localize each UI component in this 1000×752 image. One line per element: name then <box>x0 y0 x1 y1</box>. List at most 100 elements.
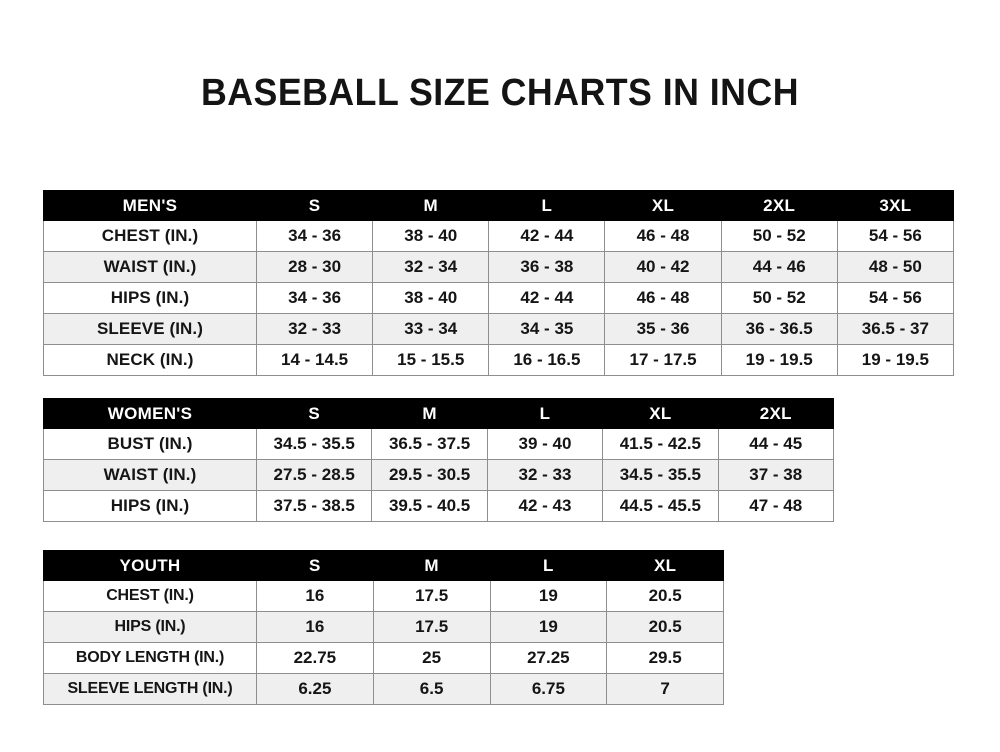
measurement-value: 37.5 - 38.5 <box>255 490 373 522</box>
measurement-value: 36.5 - 37.5 <box>371 428 488 460</box>
youth-size-table: YOUTH S M L XL CHEST (IN.) 16 17.5 19 20.5 HIPS (… <box>43 550 724 705</box>
measurement-label: SLEEVE (IN.) <box>43 313 257 345</box>
measurement-value: 47 - 48 <box>717 490 834 522</box>
measurement-value: 27.5 - 28.5 <box>255 459 373 491</box>
mens-table-head: MEN'S S M L XL 2XL 3XL <box>43 190 954 221</box>
youth-table-head: YOUTH S M L XL <box>43 550 724 581</box>
measurement-value: 42 - 43 <box>486 490 604 522</box>
womens-size-column-header: XL <box>602 398 719 429</box>
measurement-value: 42 - 44 <box>488 220 606 252</box>
womens-size-column-header: L <box>486 398 604 429</box>
measurement-value: 34.5 - 35.5 <box>602 459 719 491</box>
measurement-label: HIPS (IN.) <box>43 282 257 314</box>
measurement-value: 54 - 56 <box>836 282 954 314</box>
measurement-value: 22.75 <box>256 642 374 674</box>
womens-table-caption: WOMEN'S <box>43 398 257 429</box>
mens-size-column-header: XL <box>604 190 722 221</box>
measurement-value: 35 - 36 <box>604 313 722 345</box>
measurement-value: 44 - 46 <box>720 251 838 283</box>
page-title: BASEBALL SIZE CHARTS IN INCH <box>201 72 799 114</box>
youth-table-caption: YOUTH <box>43 550 257 581</box>
measurement-value: 50 - 52 <box>720 282 838 314</box>
measurement-value: 36 - 38 <box>488 251 606 283</box>
measurement-value: 20.5 <box>606 580 724 612</box>
measurement-value: 32 - 33 <box>255 313 374 345</box>
table-row: HIPS (IN.) 16 17.5 19 20.5 <box>43 611 724 643</box>
measurement-value: 38 - 40 <box>372 282 490 314</box>
measurement-label: BUST (IN.) <box>43 428 257 460</box>
womens-size-column-header: S <box>255 398 373 429</box>
measurement-value: 40 - 42 <box>604 251 722 283</box>
table-row: SLEEVE LENGTH (IN.) 6.25 6.5 6.75 7 <box>43 673 724 705</box>
table-row: CHEST (IN.) 16 17.5 19 20.5 <box>43 580 724 612</box>
measurement-value: 16 <box>256 611 374 643</box>
youth-table-body: CHEST (IN.) 16 17.5 19 20.5 HIPS (IN.) 16 17.5 1… <box>43 580 724 705</box>
measurement-value: 7 <box>606 673 724 705</box>
measurement-value: 34 - 35 <box>488 313 606 345</box>
measurement-value: 20.5 <box>606 611 724 643</box>
measurement-value: 16 - 16.5 <box>488 344 606 376</box>
measurement-value: 39 - 40 <box>486 428 604 460</box>
measurement-value: 48 - 50 <box>836 251 954 283</box>
mens-size-column-header: S <box>255 190 374 221</box>
measurement-value: 37 - 38 <box>717 459 834 491</box>
measurement-value: 19 - 19.5 <box>720 344 838 376</box>
measurement-label: WAIST (IN.) <box>43 459 257 491</box>
womens-table-body: BUST (IN.) 34.5 - 35.5 36.5 - 37.5 39 - 40 4… <box>43 428 834 522</box>
youth-header-row: YOUTH S M L XL <box>43 550 724 581</box>
measurement-value: 6.5 <box>372 673 491 705</box>
measurement-value: 19 <box>489 580 608 612</box>
measurement-value: 16 <box>256 580 374 612</box>
measurement-value: 39.5 - 40.5 <box>371 490 488 522</box>
youth-size-column-header: S <box>256 550 374 581</box>
measurement-label: CHEST (IN.) <box>43 580 257 612</box>
table-row: NECK (IN.) 14 - 14.5 15 - 15.5 16 - 16.5 17 … <box>43 344 954 376</box>
mens-table-caption: MEN'S <box>43 190 257 221</box>
measurement-value: 46 - 48 <box>604 282 722 314</box>
measurement-label: HIPS (IN.) <box>43 490 257 522</box>
youth-size-column-header: XL <box>606 550 724 581</box>
womens-header-row: WOMEN'S S M L XL 2XL <box>43 398 834 429</box>
table-row: BUST (IN.) 34.5 - 35.5 36.5 - 37.5 39 - 40 4… <box>43 428 834 460</box>
womens-size-column-header: 2XL <box>717 398 834 429</box>
measurement-value: 19 <box>489 611 608 643</box>
measurement-label: WAIST (IN.) <box>43 251 257 283</box>
measurement-value: 6.75 <box>489 673 608 705</box>
measurement-value: 36 - 36.5 <box>720 313 838 345</box>
measurement-value: 29.5 <box>606 642 724 674</box>
measurement-value: 17 - 17.5 <box>604 344 722 376</box>
measurement-value: 17.5 <box>372 580 491 612</box>
mens-size-column-header: 3XL <box>836 190 954 221</box>
measurement-value: 50 - 52 <box>720 220 838 252</box>
mens-size-table: MEN'S S M L XL 2XL 3XL CHEST (IN.) 34 - 36 38 - … <box>43 190 954 376</box>
measurement-value: 27.25 <box>489 642 608 674</box>
womens-table-head: WOMEN'S S M L XL 2XL <box>43 398 834 429</box>
measurement-value: 44 - 45 <box>717 428 834 460</box>
measurement-value: 33 - 34 <box>372 313 490 345</box>
measurement-value: 19 - 19.5 <box>836 344 954 376</box>
mens-size-column-header: M <box>372 190 490 221</box>
measurement-value: 36.5 - 37 <box>836 313 954 345</box>
mens-table-body: CHEST (IN.) 34 - 36 38 - 40 42 - 44 46 - 48 5… <box>43 220 954 376</box>
measurement-value: 38 - 40 <box>372 220 490 252</box>
measurement-value: 34 - 36 <box>255 282 374 314</box>
womens-size-column-header: M <box>371 398 488 429</box>
youth-size-column-header: L <box>489 550 608 581</box>
measurement-value: 29.5 - 30.5 <box>371 459 488 491</box>
measurement-value: 32 - 34 <box>372 251 490 283</box>
table-row: WAIST (IN.) 28 - 30 32 - 34 36 - 38 40 - 42 4… <box>43 251 954 283</box>
measurement-label: SLEEVE LENGTH (IN.) <box>43 673 257 705</box>
womens-size-table: WOMEN'S S M L XL 2XL BUST (IN.) 34.5 - 35.5 36.… <box>43 398 834 522</box>
measurement-value: 15 - 15.5 <box>372 344 490 376</box>
measurement-value: 32 - 33 <box>486 459 604 491</box>
measurement-value: 28 - 30 <box>255 251 374 283</box>
measurement-label: HIPS (IN.) <box>43 611 257 643</box>
measurement-value: 46 - 48 <box>604 220 722 252</box>
table-row: CHEST (IN.) 34 - 36 38 - 40 42 - 44 46 - 48 5… <box>43 220 954 252</box>
measurement-value: 34.5 - 35.5 <box>255 428 373 460</box>
measurement-value: 42 - 44 <box>488 282 606 314</box>
measurement-value: 25 <box>372 642 491 674</box>
measurement-value: 41.5 - 42.5 <box>602 428 719 460</box>
measurement-label: CHEST (IN.) <box>43 220 257 252</box>
